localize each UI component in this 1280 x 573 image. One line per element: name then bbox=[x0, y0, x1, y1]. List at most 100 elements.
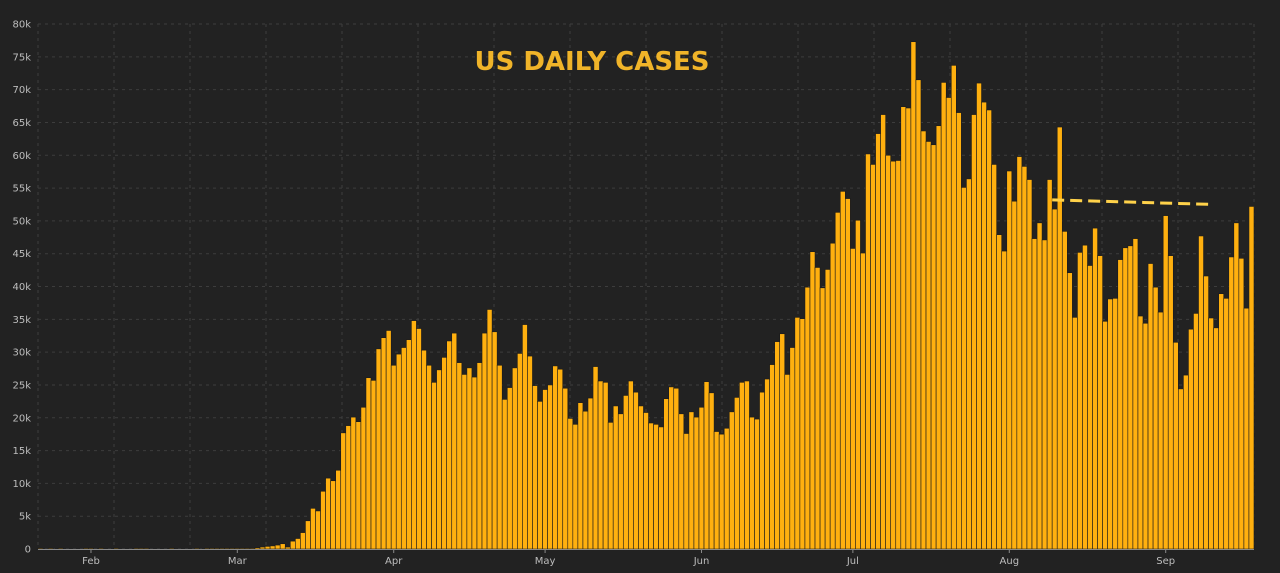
bar bbox=[945, 97, 952, 550]
bar bbox=[814, 267, 821, 550]
trend-line bbox=[1052, 198, 1214, 206]
bar bbox=[229, 547, 236, 550]
bar bbox=[673, 387, 680, 550]
bar bbox=[37, 547, 44, 550]
bar bbox=[522, 324, 528, 550]
bar bbox=[511, 367, 518, 550]
bar bbox=[224, 547, 231, 550]
bar bbox=[456, 362, 463, 550]
y-tick-label: 80k bbox=[12, 20, 31, 31]
bar bbox=[1046, 179, 1053, 550]
bar bbox=[592, 366, 599, 550]
bar bbox=[956, 112, 962, 550]
bar bbox=[310, 508, 316, 550]
bar bbox=[390, 364, 397, 550]
bar bbox=[834, 212, 841, 550]
bar bbox=[1198, 235, 1204, 550]
bar bbox=[1132, 238, 1139, 550]
bar bbox=[88, 547, 94, 550]
bar bbox=[824, 269, 831, 550]
bar bbox=[567, 418, 574, 550]
bar bbox=[406, 339, 412, 550]
bar bbox=[209, 547, 215, 550]
bar bbox=[925, 141, 932, 550]
bar bbox=[622, 395, 629, 550]
bar bbox=[431, 382, 437, 550]
trend-line-group bbox=[1052, 198, 1214, 206]
bar bbox=[759, 391, 765, 550]
y-tick-label: 70k bbox=[12, 85, 31, 96]
bar bbox=[411, 320, 417, 550]
bar bbox=[1026, 179, 1033, 550]
bar bbox=[875, 133, 881, 550]
bar bbox=[1218, 293, 1225, 550]
bar bbox=[850, 248, 856, 550]
x-tick-label: Aug bbox=[1000, 556, 1020, 567]
bar bbox=[234, 547, 241, 550]
bar bbox=[279, 543, 286, 550]
bar bbox=[779, 333, 786, 550]
bar bbox=[451, 332, 458, 550]
bar bbox=[259, 546, 266, 550]
bar bbox=[986, 109, 992, 550]
bar bbox=[1248, 206, 1255, 550]
bar bbox=[83, 547, 89, 550]
bar bbox=[739, 382, 745, 550]
bar bbox=[476, 362, 483, 550]
bar bbox=[98, 547, 104, 550]
x-tick-label: Sep bbox=[1156, 556, 1175, 567]
bar bbox=[537, 401, 543, 550]
y-tick-label: 10k bbox=[12, 479, 31, 490]
bar bbox=[683, 433, 690, 550]
bar bbox=[809, 251, 816, 550]
bar bbox=[935, 125, 942, 550]
bar bbox=[204, 547, 210, 550]
bar bbox=[582, 410, 589, 550]
bar bbox=[466, 367, 473, 550]
bar bbox=[446, 340, 453, 550]
bar bbox=[395, 353, 402, 550]
bar bbox=[501, 399, 508, 550]
bar bbox=[249, 547, 256, 550]
bar bbox=[587, 397, 594, 550]
bar bbox=[305, 520, 311, 550]
bar bbox=[219, 547, 225, 550]
bar bbox=[643, 412, 649, 550]
bar bbox=[1233, 222, 1240, 550]
y-axis: 0 5k 10k 15k 20k 25k 30k 35k 40k 45k 50k 55k 60k 65k 7… bbox=[12, 20, 31, 556]
y-tick-label: 15k bbox=[12, 446, 31, 457]
bar bbox=[638, 405, 644, 550]
bar bbox=[527, 355, 533, 550]
bar bbox=[138, 547, 145, 550]
bar bbox=[400, 347, 407, 550]
bar bbox=[940, 82, 947, 550]
bar bbox=[350, 416, 357, 550]
bar bbox=[1102, 320, 1108, 550]
bar bbox=[1077, 252, 1083, 550]
bar bbox=[254, 547, 261, 550]
bar bbox=[920, 130, 927, 550]
bar bbox=[1087, 265, 1093, 550]
bar bbox=[663, 398, 670, 550]
y-tick-label: 55k bbox=[12, 184, 31, 195]
y-tick-label: 65k bbox=[12, 118, 31, 129]
bar bbox=[617, 413, 624, 550]
bar bbox=[365, 377, 372, 550]
bar bbox=[1006, 170, 1013, 550]
bar bbox=[804, 286, 811, 550]
bar bbox=[799, 318, 806, 550]
y-tick-label: 35k bbox=[12, 315, 31, 326]
bar bbox=[693, 416, 700, 550]
bar bbox=[1041, 239, 1048, 550]
bar bbox=[315, 510, 321, 550]
y-tick-label: 5k bbox=[19, 512, 31, 523]
bar bbox=[300, 532, 306, 550]
bar bbox=[991, 164, 997, 550]
bar bbox=[340, 432, 347, 550]
bar bbox=[1082, 244, 1088, 550]
bar bbox=[713, 431, 720, 550]
bar bbox=[971, 114, 977, 550]
bar bbox=[890, 160, 897, 550]
